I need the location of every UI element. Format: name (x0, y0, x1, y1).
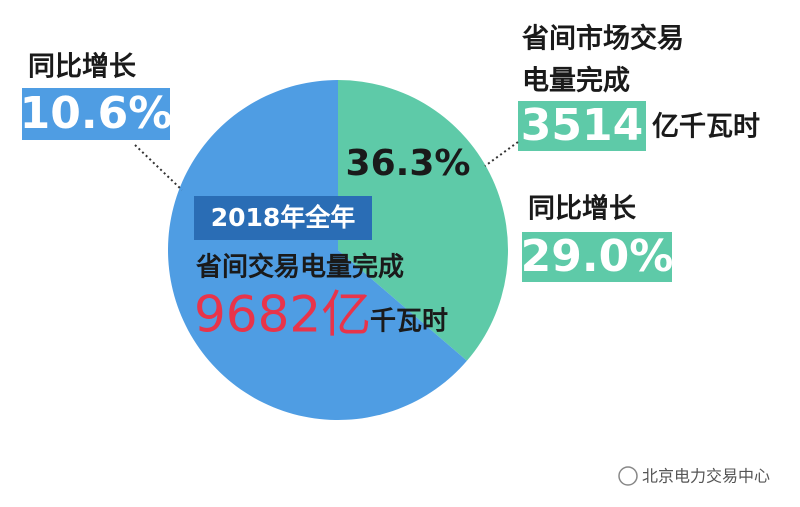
left-growth-label: 同比增长 (28, 51, 137, 83)
right-growth-label: 同比增长 (528, 193, 637, 225)
leader-line (134, 144, 183, 191)
right-line1: 省间市场交易 (522, 23, 684, 55)
watermark: 北京电力交易中心 (642, 467, 770, 486)
left-growth-box (22, 88, 170, 140)
badge-box (194, 196, 372, 240)
slice-label: 36.3% (346, 143, 471, 184)
badge: 2018年全年 (211, 203, 356, 232)
center-unit: 千瓦时 (370, 307, 448, 337)
center-line: 省间交易电量完成 (195, 252, 404, 283)
right-growth: 29.0% (521, 231, 674, 282)
leader-line (484, 141, 519, 167)
left-growth: 10.6% (20, 88, 173, 139)
pie-slice (338, 80, 509, 361)
right-growth-box (522, 232, 672, 282)
pie (168, 80, 509, 421)
watermark-icon (618, 466, 638, 486)
right-amount: 3514 (521, 100, 643, 151)
right-unit: 亿千瓦时 (652, 112, 760, 143)
center-amount: 9682亿 (194, 286, 371, 344)
right-line2: 电量完成 (522, 65, 630, 97)
pie-slice (168, 80, 467, 421)
right-amount-box (518, 101, 646, 151)
